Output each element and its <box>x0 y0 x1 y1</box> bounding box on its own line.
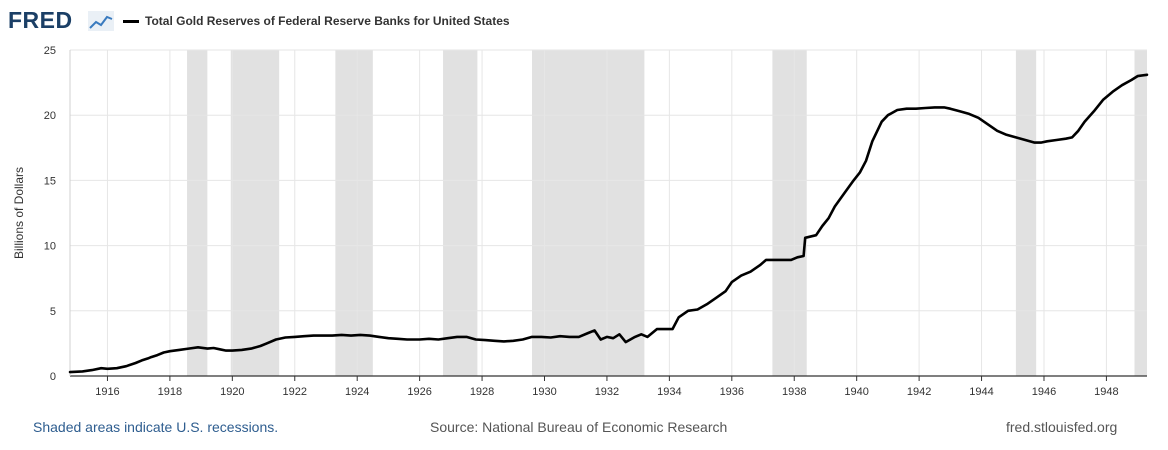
fred-logo[interactable]: FRED <box>8 7 73 33</box>
x-tick-label: 1934 <box>657 386 681 398</box>
x-tick-label: 1942 <box>907 386 931 398</box>
recession-note-link[interactable]: Shaded areas indicate U.S. recessions. <box>33 419 279 435</box>
y-tick-label: 10 <box>44 241 56 253</box>
recession-band <box>335 50 373 376</box>
y-axis-label: Billions of Dollars <box>12 167 26 259</box>
x-tick-label: 1940 <box>844 386 868 398</box>
x-tick-label: 1938 <box>782 386 806 398</box>
x-tick-label: 1948 <box>1094 386 1118 398</box>
x-tick-label: 1924 <box>345 386 369 398</box>
x-tick-label: 1918 <box>158 386 182 398</box>
grid-lines <box>70 49 1147 376</box>
legend-label: Total Gold Reserves of Federal Reserve B… <box>145 14 510 28</box>
y-tick-label: 25 <box>44 45 56 57</box>
legend-swatch <box>123 19 139 23</box>
recession-band <box>443 50 478 376</box>
x-tick-label: 1920 <box>220 386 244 398</box>
y-tick-label: 5 <box>50 306 56 318</box>
x-tick-label: 1930 <box>532 386 556 398</box>
x-tick-label: 1936 <box>720 386 744 398</box>
recession-bands <box>187 50 1147 376</box>
fred-logo-graph-icon <box>88 11 114 31</box>
axes: 0 5 10 15 20 25 1916 1918 1920 1922 1924 1926 1928 19… <box>44 45 1147 398</box>
x-tick-label: 1946 <box>1032 386 1056 398</box>
recession-band <box>772 50 807 376</box>
legend: Total Gold Reserves of Federal Reserve B… <box>123 11 510 31</box>
chart-header: FRED Total Gold Reserves of Federal Rese… <box>8 6 908 36</box>
series-line <box>68 73 1149 374</box>
recession-band <box>1134 50 1147 376</box>
site-link[interactable]: fred.stlouisfed.org <box>1006 419 1118 435</box>
x-tick-label: 1928 <box>470 386 494 398</box>
source-text: Source: National Bureau of Economic Rese… <box>430 419 728 435</box>
recession-band <box>1015 50 1037 376</box>
x-tick-label: 1932 <box>595 386 619 398</box>
x-tick-label: 1926 <box>407 386 431 398</box>
line-chart: 0 5 10 15 20 25 1916 1918 1920 1922 1924 1926 1928 19… <box>12 45 1149 398</box>
y-tick-label: 0 <box>50 371 56 383</box>
x-tick-label: 1944 <box>969 386 993 398</box>
y-tick-label: 20 <box>44 110 56 122</box>
x-tick-label: 1916 <box>95 386 119 398</box>
recession-band <box>230 50 280 376</box>
recession-band <box>187 50 208 376</box>
y-tick-label: 15 <box>44 175 56 187</box>
x-tick-label: 1922 <box>283 386 307 398</box>
series-layer <box>68 73 1149 374</box>
recession-band <box>532 50 645 376</box>
